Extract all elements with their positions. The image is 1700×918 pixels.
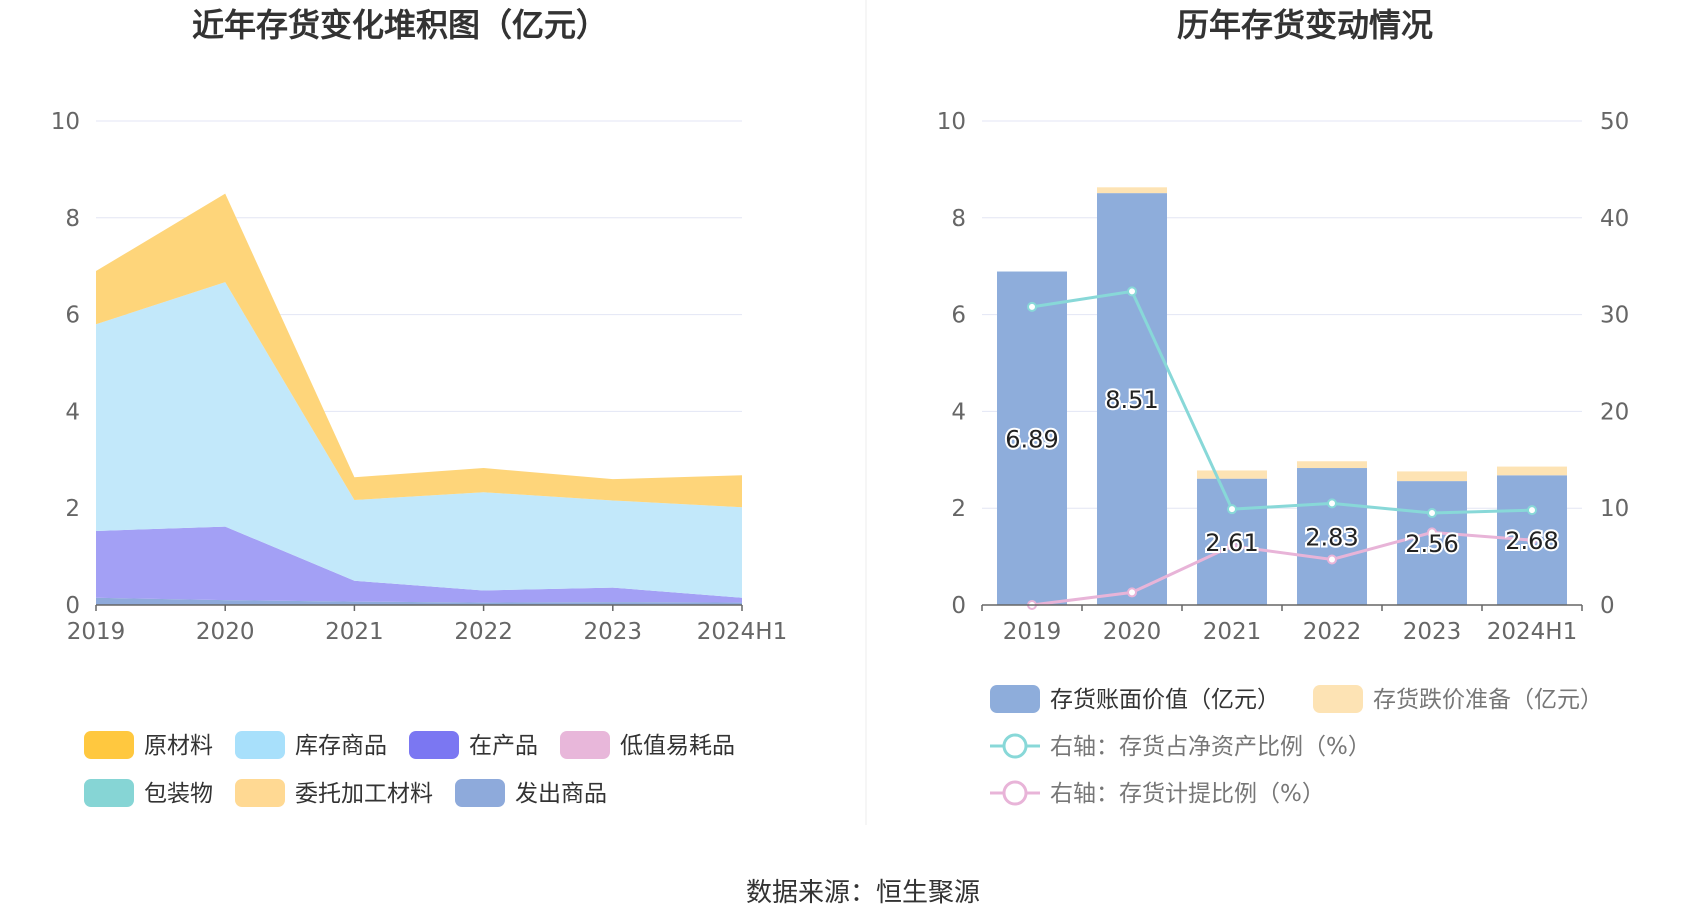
left-y-tick-label: 4 (65, 399, 80, 425)
legend-label[interactable]: 存货账面价值（亿元） (1050, 687, 1280, 713)
bar-provision (1197, 470, 1267, 479)
bar-provision (1397, 471, 1467, 482)
right-x-tick-label: 2019 (1003, 619, 1062, 645)
legend-swatch (84, 779, 134, 807)
legend-label[interactable]: 右轴：存货占净资产比例（%） (1050, 734, 1371, 760)
right-y2-tick-label: 0 (1600, 593, 1615, 619)
line-point (1127, 587, 1137, 598)
bar-value-label: 2.83 (1305, 524, 1358, 552)
right-lines (1027, 286, 1537, 610)
left-x-tick-label: 2019 (67, 619, 126, 645)
left-y-tick-label: 2 (65, 496, 80, 522)
line-point (1127, 286, 1137, 297)
legend-label[interactable]: 右轴：存货计提比例（%） (1050, 781, 1325, 807)
right-y2-tick-label: 40 (1600, 206, 1629, 232)
left-y-tick-label: 6 (65, 303, 80, 329)
right-x-tick-label: 2022 (1303, 619, 1362, 645)
legend-label[interactable]: 在产品 (469, 733, 538, 759)
bar-provision (1497, 466, 1567, 476)
left-x-tick-label: 2020 (196, 619, 255, 645)
right-y-tick-label: 6 (951, 303, 966, 329)
left-area-series-0 (96, 597, 742, 605)
line-point (1527, 535, 1537, 546)
legend-label[interactable]: 存货跌价准备（亿元） (1373, 687, 1603, 713)
legend-swatch (455, 779, 505, 807)
data-source: 数据来源：恒生聚源 (746, 878, 980, 908)
bar-value-label: 8.51 (1105, 386, 1158, 414)
right-y-tick-label: 2 (951, 496, 966, 522)
right-labels: 6.89 8.51 2.61 2.83 2.56 2.68 (1003, 384, 1560, 560)
line-point (1427, 508, 1437, 519)
legend-label[interactable]: 包装物 (144, 781, 213, 807)
line-series-0 (1031, 289, 1533, 515)
bar-value-label: 2.56 (1405, 530, 1458, 558)
legend-swatch (990, 685, 1040, 713)
right-legend[interactable]: 存货账面价值（亿元） 存货跌价准备（亿元）右轴：存货占净资产比例（%） 右轴：存货计… (990, 685, 1603, 807)
line-point (1327, 554, 1337, 565)
bar-provision (1097, 187, 1167, 194)
left-x-tick-label: 2023 (584, 619, 643, 645)
line-point (1427, 527, 1437, 538)
right-y2-tick-label: 20 (1600, 399, 1629, 425)
left-area-series-4 (96, 526, 742, 603)
line-series-1 (1031, 530, 1533, 607)
left-y-tick-label: 10 (51, 109, 80, 135)
legend-label[interactable]: 低值易耗品 (620, 733, 735, 759)
right-bars (997, 187, 1567, 605)
right-y-tick-label: 0 (951, 593, 966, 619)
bar-book-value (997, 271, 1067, 605)
left-area-series-6 (96, 193, 742, 508)
bar-provision (1297, 461, 1367, 469)
left-area-series-5 (96, 282, 742, 598)
right-x-tick-label: 2024H1 (1487, 619, 1577, 645)
bar-value-label: 2.61 (1205, 529, 1258, 557)
left-x-tick-label: 2024H1 (697, 619, 787, 645)
right-y-tick-label: 8 (951, 206, 966, 232)
line-point (1027, 301, 1037, 312)
legend-swatch (409, 731, 459, 759)
left-y-tick-label: 8 (65, 206, 80, 232)
left-y-tick-label: 0 (65, 593, 80, 619)
right-y2-tick-label: 10 (1600, 496, 1629, 522)
bar-book-value (1297, 468, 1367, 605)
line-point (1527, 505, 1537, 516)
legend-label[interactable]: 库存商品 (295, 733, 387, 759)
right-y2-tick-label: 30 (1600, 303, 1629, 329)
line-point (1327, 498, 1337, 509)
right-x-tick-label: 2020 (1103, 619, 1162, 645)
right-y-tick-label: 4 (951, 399, 966, 425)
line-point (1227, 504, 1237, 515)
right-axes: 0 2 4 6 8 10 0 10 20 30 40 50 2019 2020 2021 2022 2023 20… (937, 109, 1630, 645)
legend-swatch (235, 731, 285, 759)
right-y2-tick-label: 50 (1600, 109, 1629, 135)
legend-swatch (560, 731, 610, 759)
legend-swatch (84, 731, 134, 759)
legend-label[interactable]: 委托加工材料 (295, 781, 433, 807)
left-chart-title: 近年存货变化堆积图（亿元） (192, 6, 608, 44)
legend-swatch (1313, 685, 1363, 713)
right-grid (982, 120, 1582, 509)
legend-swatch (235, 779, 285, 807)
bar-value-label: 2.68 (1505, 527, 1558, 555)
right-x-tick-label: 2021 (1203, 619, 1262, 645)
legend-marker (1002, 780, 1028, 806)
right-chart-title: 历年存货变动情况 (1177, 6, 1433, 44)
left-areas (96, 193, 742, 605)
legend-label[interactable]: 发出商品 (515, 781, 607, 807)
legend-label[interactable]: 原材料 (144, 733, 213, 759)
left-x-tick-label: 2021 (325, 619, 384, 645)
bar-book-value (1097, 193, 1167, 605)
bar-value-label: 6.89 (1005, 425, 1058, 453)
bar-book-value (1397, 481, 1467, 605)
left-axes: 0 2 4 6 8 10 2019 2020 2021 2022 2023 2024H1 (51, 109, 788, 645)
left-x-tick-label: 2022 (454, 619, 513, 645)
line-point (1227, 540, 1237, 551)
legend-marker (1002, 733, 1028, 759)
right-x-tick-label: 2023 (1403, 619, 1462, 645)
right-y-tick-label: 10 (937, 109, 966, 135)
